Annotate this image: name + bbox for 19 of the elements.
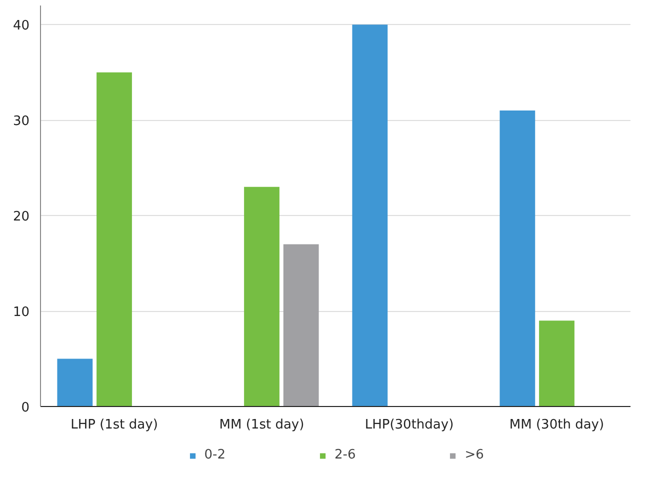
x-tick-label: LHP(30thday) (364, 418, 454, 432)
bar (57, 358, 93, 406)
y-tick-label: 30 (12, 114, 30, 130)
bar (539, 320, 574, 406)
bar (283, 244, 319, 406)
y-tick-label: 40 (12, 18, 30, 34)
y-tick-label: 0 (21, 400, 30, 416)
x-tick-label: MM (30th day) (509, 418, 604, 432)
x-tick-label: LHP (1st day) (70, 418, 158, 432)
legend-label: >6 (464, 448, 485, 462)
legend-label: 0-2 (204, 448, 226, 462)
bar (96, 72, 132, 406)
y-tick-label: 20 (12, 210, 30, 225)
bar (500, 110, 536, 406)
legend-label: 2-6 (334, 448, 356, 462)
bar (244, 186, 280, 406)
bar (352, 24, 388, 406)
x-tick-label: MM (1st day) (219, 418, 304, 432)
y-tick-label: 10 (12, 305, 30, 320)
